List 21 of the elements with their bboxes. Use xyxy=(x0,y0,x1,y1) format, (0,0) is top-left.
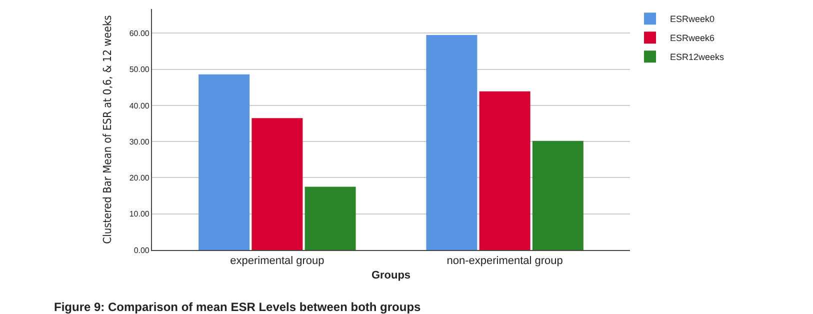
bar xyxy=(252,118,303,250)
bar xyxy=(479,91,530,250)
y-tick-label: 60.00 xyxy=(129,29,150,38)
y-tick-label: 40.00 xyxy=(129,101,150,110)
y-tick-label: 10.00 xyxy=(129,210,150,219)
y-tick-label: 0.00 xyxy=(134,246,150,255)
bar xyxy=(426,35,478,250)
y-tick-label: 30.00 xyxy=(129,137,150,146)
legend-label: ESRweek6 xyxy=(670,33,715,44)
x-tick-label: non-experimental group xyxy=(446,255,563,268)
bar xyxy=(198,74,250,250)
y-tick-label: 20.00 xyxy=(129,174,150,183)
bar xyxy=(304,186,356,250)
y-tick-label: 50.00 xyxy=(129,65,150,74)
legend-label: ESRweek0 xyxy=(670,14,715,24)
x-tick-label: experimental group xyxy=(230,255,324,268)
bar xyxy=(532,140,584,250)
y-axis-title: Clustered Bar Mean of ESR at 0,6, & 12 weeks xyxy=(101,15,114,244)
caption: Figure 9: Comparison of mean ESR Levels between both groups xyxy=(54,300,422,314)
legend-label: ESR12weeks xyxy=(670,52,725,62)
x-axis-title: Groups xyxy=(371,269,411,282)
